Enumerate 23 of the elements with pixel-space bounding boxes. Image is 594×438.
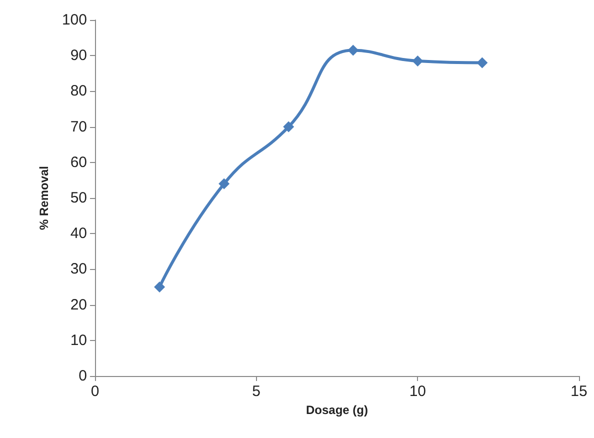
y-axis-title: % Removal xyxy=(37,166,51,230)
point xyxy=(348,44,359,56)
y-tick-label: 80 xyxy=(70,82,87,100)
x-tick-label: 0 xyxy=(90,383,100,400)
y-tick-label: 0 xyxy=(78,368,87,384)
y-tick-label: 30 xyxy=(70,260,87,278)
y-tick-label: 90 xyxy=(70,47,87,64)
y-tick-label: 20 xyxy=(70,296,87,314)
y-tick-label: 40 xyxy=(70,225,87,242)
point xyxy=(218,178,230,190)
x-tick-label: 15 xyxy=(570,383,588,400)
y-tick-label: 50 xyxy=(70,190,87,206)
point xyxy=(412,55,424,66)
x-tick-label: 10 xyxy=(409,383,426,400)
y-tick-label: 70 xyxy=(70,118,87,136)
point xyxy=(476,57,488,68)
point xyxy=(283,121,294,132)
y-tick-label: 10 xyxy=(70,332,87,349)
x-tick-label: 5 xyxy=(252,383,261,400)
x-axis-title: Dosage (g) xyxy=(306,403,368,417)
point xyxy=(154,282,166,292)
y-tick-label: 60 xyxy=(70,154,87,171)
y-tick-label: 100 xyxy=(62,12,87,28)
